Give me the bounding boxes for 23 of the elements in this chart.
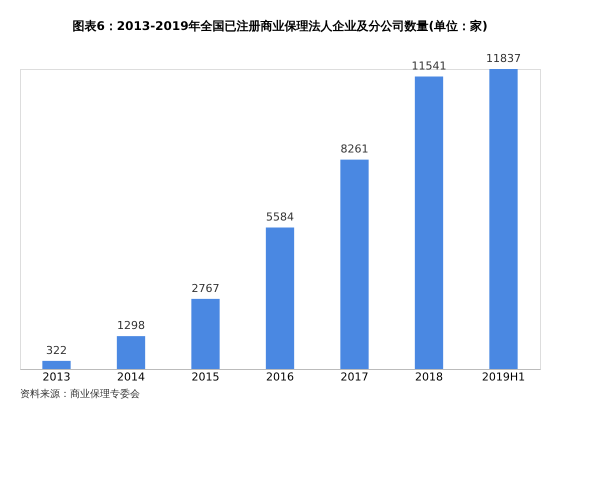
x-tick-label: 2019H1 bbox=[482, 370, 526, 384]
data-label: 5584 bbox=[266, 210, 294, 224]
bar bbox=[266, 227, 294, 369]
x-tick-label: 2018 bbox=[414, 370, 443, 384]
data-label: 11541 bbox=[411, 60, 446, 72]
data-label: 8261 bbox=[340, 142, 368, 156]
chart-title: 图表6：2013-2019年全国已注册商业保理法人企业及分公司数量(单位：家) bbox=[72, 19, 488, 33]
bar bbox=[414, 76, 444, 369]
data-label: 2767 bbox=[192, 282, 220, 295]
data-label: 11837 bbox=[486, 52, 521, 65]
x-tick-label: 2017 bbox=[340, 370, 368, 384]
data-label: 1298 bbox=[117, 319, 146, 332]
bar bbox=[191, 298, 220, 369]
x-tick-label: 2016 bbox=[266, 370, 294, 384]
bar bbox=[340, 160, 369, 369]
x-tick-label: 2014 bbox=[117, 370, 146, 384]
x-tick-label: 2015 bbox=[192, 370, 220, 384]
text: 资料来源：商业保理专委会 bbox=[20, 388, 140, 400]
x-tick-label: 2013 bbox=[42, 370, 71, 384]
bar bbox=[116, 336, 146, 369]
bar bbox=[42, 360, 71, 369]
bar bbox=[489, 69, 518, 369]
data-label: 322 bbox=[46, 344, 68, 357]
